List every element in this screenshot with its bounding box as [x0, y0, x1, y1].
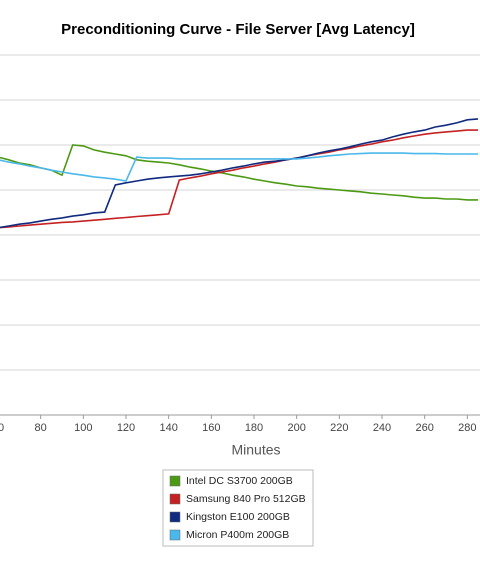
legend-label: Intel DC S3700 200GB	[186, 475, 293, 487]
series-line	[0, 152, 478, 182]
legend-label: Micron P400m 200GB	[186, 529, 289, 541]
chart-title: Preconditioning Curve - File Server [Avg…	[61, 21, 415, 38]
x-tick-label: 180	[245, 422, 263, 434]
x-tick-label: 120	[117, 422, 135, 434]
series-line	[0, 129, 478, 229]
legend-swatch	[169, 529, 181, 541]
x-tick-label: 200	[287, 422, 305, 434]
x-tick-label: 100	[74, 422, 92, 434]
legend-swatch	[169, 493, 181, 505]
series-line	[0, 144, 478, 201]
x-tick-label: 140	[159, 422, 177, 434]
legend	[162, 469, 314, 547]
x-tick-label: 260	[415, 422, 433, 434]
series-line	[0, 118, 479, 229]
legend-label: Samsung 840 Pro 512GB	[186, 493, 306, 505]
x-tick-label: 280	[458, 422, 476, 434]
legend-swatch	[169, 475, 181, 487]
x-tick-label: 240	[373, 422, 391, 434]
x-tick-label: 60	[0, 422, 4, 434]
legend-label: Kingston E100 200GB	[186, 511, 290, 523]
legend-swatch	[169, 511, 181, 523]
x-axis-label: Minutes	[231, 442, 280, 458]
x-tick-label: 80	[35, 422, 47, 434]
x-tick-label: 160	[202, 422, 220, 434]
x-tick-label: 220	[330, 422, 348, 434]
